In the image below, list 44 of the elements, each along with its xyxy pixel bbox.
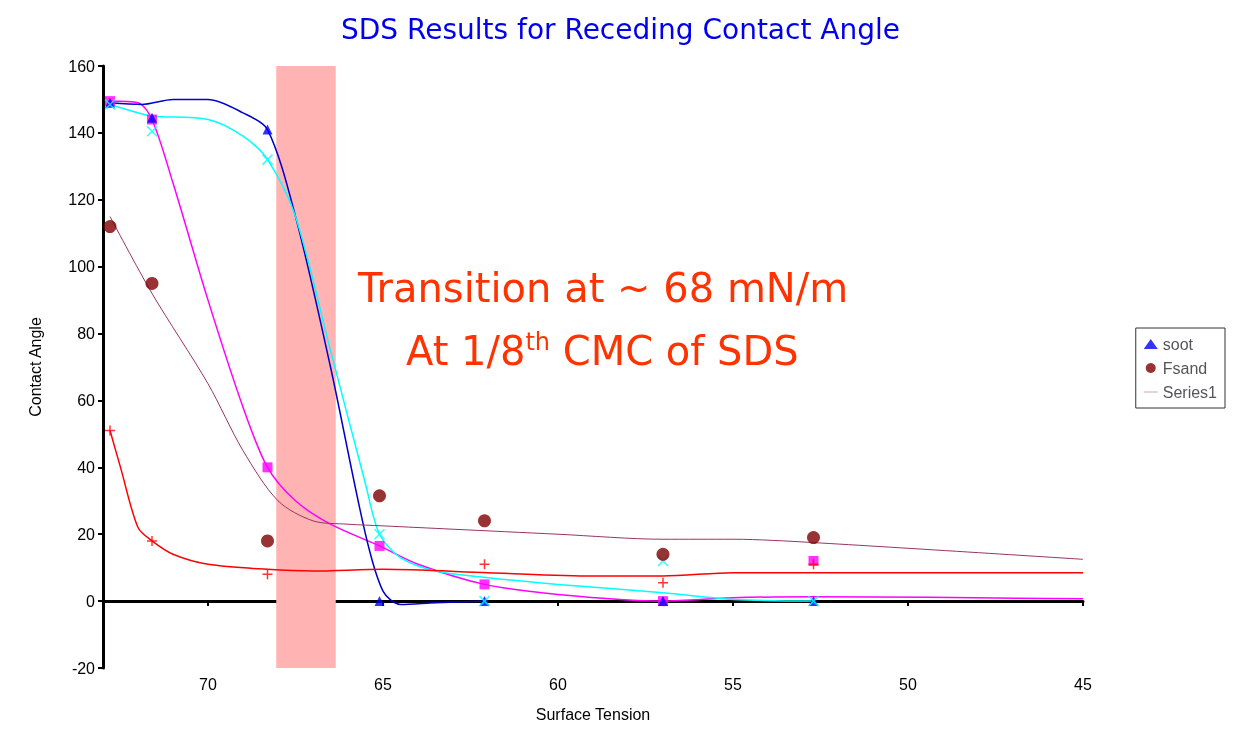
- y-tick-label: 160: [68, 57, 96, 75]
- point: [479, 579, 490, 590]
- x-tick-label: 50: [899, 675, 917, 693]
- x-tick-label: 60: [549, 675, 567, 693]
- point: [262, 462, 273, 473]
- y-tick-label: 60: [77, 391, 96, 409]
- y-tick-label: 140: [68, 124, 96, 142]
- y-tick-label: 80: [77, 325, 96, 343]
- point: [807, 558, 820, 571]
- legend-label: Fsand: [1162, 359, 1208, 377]
- legend-label: soot: [1162, 335, 1194, 353]
- point: [146, 535, 158, 547]
- point: [374, 540, 385, 551]
- point: [145, 276, 159, 290]
- annotation: Transition at ~ 68 mN/m: [357, 265, 849, 311]
- point: [373, 489, 386, 503]
- y-tick-label: 100: [68, 258, 96, 276]
- x-tick-label: 65: [374, 675, 392, 693]
- chart-title: SDS Results for Receding Contact Angle: [341, 12, 900, 46]
- point: [478, 558, 491, 571]
- x-axis-title: Surface Tension: [535, 705, 651, 723]
- y-axis-title: Contact Angle: [26, 317, 44, 417]
- x-tick-label: 70: [199, 675, 217, 693]
- y-tick-label: 120: [68, 191, 96, 209]
- point: [656, 547, 670, 561]
- x-tick-label: 55: [724, 675, 742, 693]
- point: [478, 514, 491, 528]
- point: [262, 124, 273, 135]
- y-tick-label: 20: [77, 525, 96, 543]
- point: [807, 531, 820, 545]
- y-tick-label: -20: [71, 659, 96, 677]
- point: [104, 424, 116, 437]
- line-series: [109, 216, 1084, 560]
- point: [261, 534, 274, 548]
- point: [146, 125, 158, 137]
- point: [103, 220, 117, 234]
- legend-label: Series1: [1162, 383, 1218, 401]
- point: [261, 153, 274, 166]
- point: [657, 576, 669, 589]
- point: [374, 596, 385, 607]
- y-tick-label: 40: [77, 458, 96, 476]
- point: [373, 528, 386, 540]
- x-tick-label: 45: [1074, 675, 1092, 693]
- y-tick-label: 0: [86, 592, 96, 610]
